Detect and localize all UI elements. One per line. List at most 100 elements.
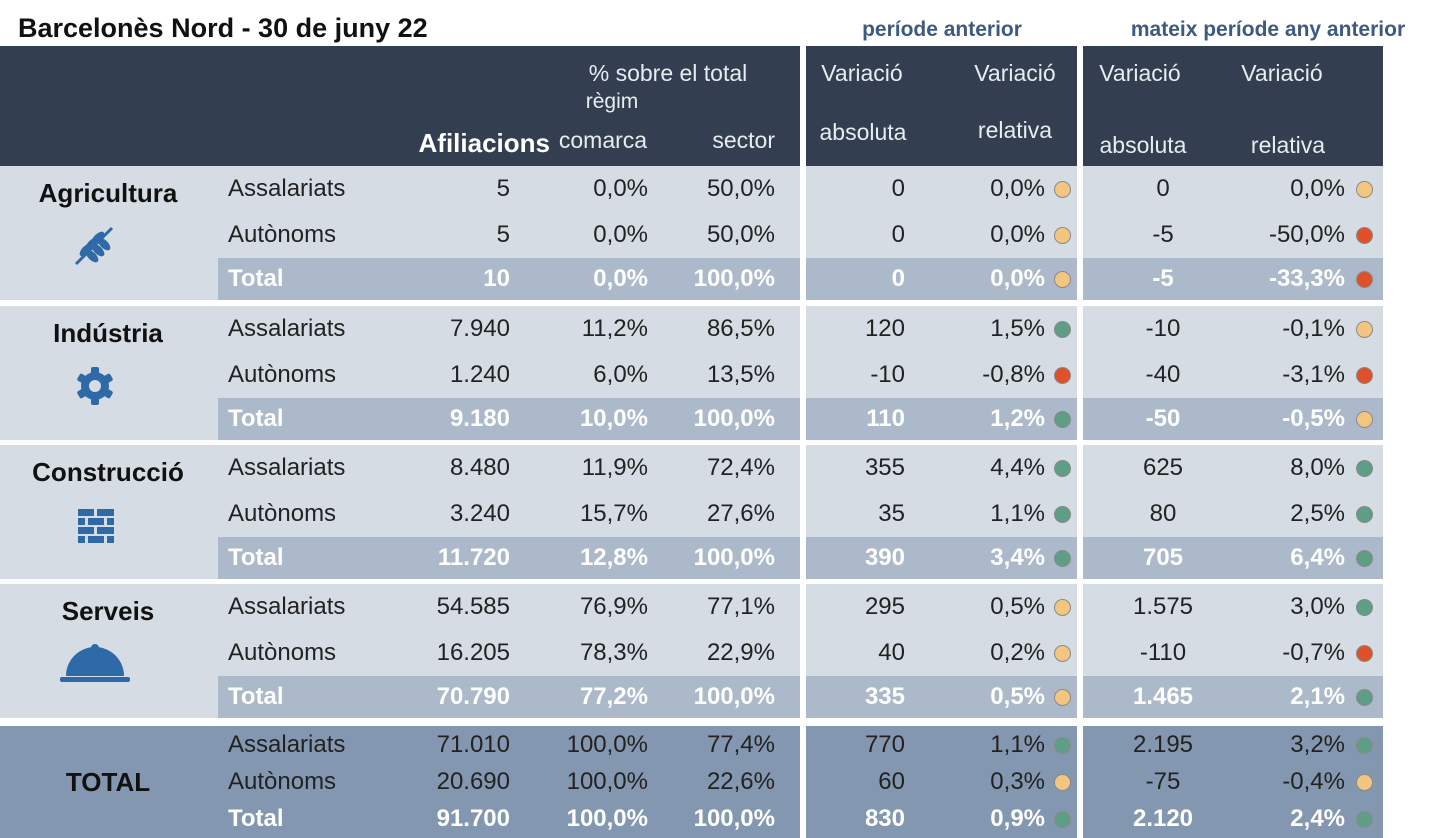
cell: 70.790	[436, 683, 510, 710]
cell: 0,5%	[990, 593, 1045, 620]
services-icon	[60, 644, 130, 682]
status-dot	[1054, 506, 1071, 523]
cell: 2,5%	[1290, 500, 1345, 527]
cell: 100,0%	[693, 265, 775, 292]
cell: -33,3%	[1268, 265, 1345, 292]
row-label: Assalariats	[228, 175, 346, 202]
status-dot	[1356, 773, 1373, 791]
cell: 40	[878, 639, 905, 666]
cell: 5	[496, 175, 510, 202]
cell: 0,5%	[990, 683, 1045, 710]
row-label: Autònoms	[228, 500, 337, 527]
group-header: període anterior	[862, 18, 1022, 41]
cell: 6,0%	[593, 361, 648, 388]
cell: 0	[891, 175, 905, 202]
cell: 6,4%	[1290, 544, 1345, 571]
header-cell: Variació	[1099, 60, 1181, 86]
cell: 50,0%	[706, 175, 775, 202]
cell: 1,1%	[990, 730, 1045, 758]
cell: -0,8%	[982, 361, 1045, 388]
cell: 100,0%	[693, 805, 775, 832]
status-dot	[1356, 367, 1373, 384]
status-dot	[1356, 271, 1373, 288]
cell: 830	[864, 805, 905, 832]
status-dot	[1356, 411, 1373, 428]
cell: 100,0%	[566, 730, 648, 758]
cell: 7.940	[449, 315, 510, 342]
cell: 3,4%	[990, 544, 1045, 571]
construction-icon	[78, 509, 114, 543]
status-dot	[1356, 460, 1373, 477]
cell: 3.240	[449, 500, 510, 527]
cell: 110	[866, 405, 905, 432]
cell: -50	[1145, 405, 1181, 432]
cell: 10	[483, 265, 510, 292]
cell: 22,9%	[706, 639, 775, 666]
header-cell: comarca	[558, 127, 648, 153]
cell: 54.585	[436, 593, 510, 620]
cell: -10	[870, 361, 905, 388]
cell: 80	[1149, 500, 1177, 527]
cell: -3,1%	[1282, 361, 1345, 388]
status-dot	[1054, 599, 1071, 616]
cell: 91.700	[436, 805, 510, 832]
cell: 77,2%	[579, 683, 648, 710]
status-dot	[1054, 811, 1071, 828]
status-dot	[1356, 550, 1373, 567]
total-row-bg	[218, 676, 800, 718]
section-bg	[0, 726, 800, 838]
status-dot	[1054, 411, 1071, 428]
status-dot	[1054, 227, 1071, 244]
cell: 2,4%	[1290, 805, 1345, 832]
status-dot	[1356, 645, 1373, 662]
row-label: Autònoms	[228, 361, 337, 388]
cell: 8,0%	[1290, 454, 1345, 481]
cell: 0,0%	[990, 221, 1045, 248]
cell: 1,1%	[990, 500, 1045, 527]
total-row-bg	[1083, 537, 1383, 579]
total-row-bg	[1083, 398, 1383, 440]
total-row-bg	[218, 258, 800, 300]
cell: 60	[878, 767, 905, 795]
cell: -40	[1145, 361, 1181, 388]
cell: 9.180	[449, 405, 510, 432]
cell: 1.240	[449, 361, 510, 388]
cell: 71.010	[436, 730, 510, 758]
cell: 100,0%	[693, 683, 775, 710]
row-label: Assalariats	[228, 454, 346, 481]
header-bg	[1083, 46, 1383, 166]
cell: 78,3%	[579, 639, 648, 666]
header-bg	[0, 46, 800, 166]
cell: 355	[864, 454, 905, 481]
total-row-bg	[806, 676, 1077, 718]
header-cell: absoluta	[819, 119, 907, 145]
total-row-bg	[806, 258, 1077, 300]
cell: 3,2%	[1290, 730, 1345, 758]
cell: -5	[1152, 265, 1174, 292]
cell: 8.480	[449, 454, 510, 481]
cell: 1.575	[1132, 593, 1194, 620]
cell: 0	[1156, 175, 1170, 202]
cell: 3,0%	[1290, 593, 1345, 620]
header-cell: absoluta	[1099, 132, 1187, 158]
row-label: Total	[228, 544, 284, 571]
status-dot	[1054, 550, 1071, 567]
row-label: Assalariats	[228, 593, 346, 620]
cell: 100,0%	[566, 767, 648, 795]
cell: 100,0%	[693, 544, 775, 571]
cell: -0,1%	[1282, 315, 1345, 342]
total-row-bg	[1083, 676, 1383, 718]
cell: 2.120	[1132, 805, 1194, 832]
header-cell: relativa	[1250, 132, 1326, 158]
cell: -110	[1139, 639, 1187, 666]
cell: 0	[891, 265, 905, 292]
cell: 0,0%	[593, 175, 648, 202]
cell: 0,0%	[990, 175, 1045, 202]
cell: 72,4%	[706, 454, 775, 481]
section-bg	[1083, 726, 1383, 838]
status-dot	[1054, 736, 1071, 754]
cell: 0,9%	[990, 805, 1045, 832]
header-cell: règim	[585, 90, 639, 113]
cell: 1,5%	[990, 315, 1045, 342]
